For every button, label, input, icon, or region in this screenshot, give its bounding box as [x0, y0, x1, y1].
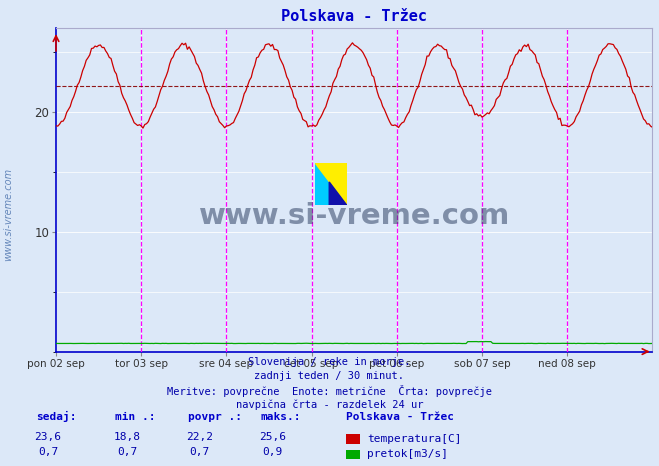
- Text: navpična črta - razdelek 24 ur: navpična črta - razdelek 24 ur: [236, 399, 423, 410]
- Text: Meritve: povprečne  Enote: metrične  Črta: povprečje: Meritve: povprečne Enote: metrične Črta:…: [167, 385, 492, 397]
- Polygon shape: [315, 163, 347, 205]
- Text: Slovenija / reke in morje.: Slovenija / reke in morje.: [248, 357, 411, 367]
- Text: povpr .:: povpr .:: [188, 412, 242, 422]
- Text: zadnji teden / 30 minut.: zadnji teden / 30 minut.: [254, 371, 405, 381]
- Text: min .:: min .:: [115, 412, 156, 422]
- Text: 25,6: 25,6: [259, 432, 285, 442]
- Text: 23,6: 23,6: [35, 432, 61, 442]
- Text: pretok[m3/s]: pretok[m3/s]: [367, 449, 448, 459]
- Text: 0,9: 0,9: [262, 447, 282, 457]
- Text: www.si-vreme.com: www.si-vreme.com: [198, 202, 510, 230]
- Polygon shape: [330, 182, 347, 205]
- Text: 0,7: 0,7: [38, 447, 58, 457]
- Text: maks.:: maks.:: [260, 412, 301, 422]
- Text: 0,7: 0,7: [117, 447, 137, 457]
- Text: temperatura[C]: temperatura[C]: [367, 434, 461, 444]
- Text: 0,7: 0,7: [190, 447, 210, 457]
- Polygon shape: [315, 163, 347, 205]
- Title: Polskava - Tržec: Polskava - Tržec: [281, 9, 427, 24]
- Text: www.si-vreme.com: www.si-vreme.com: [3, 168, 14, 261]
- Text: 22,2: 22,2: [186, 432, 213, 442]
- Text: sedaj:: sedaj:: [36, 411, 76, 422]
- Text: Polskava - Tržec: Polskava - Tržec: [346, 412, 454, 422]
- Text: 18,8: 18,8: [114, 432, 140, 442]
